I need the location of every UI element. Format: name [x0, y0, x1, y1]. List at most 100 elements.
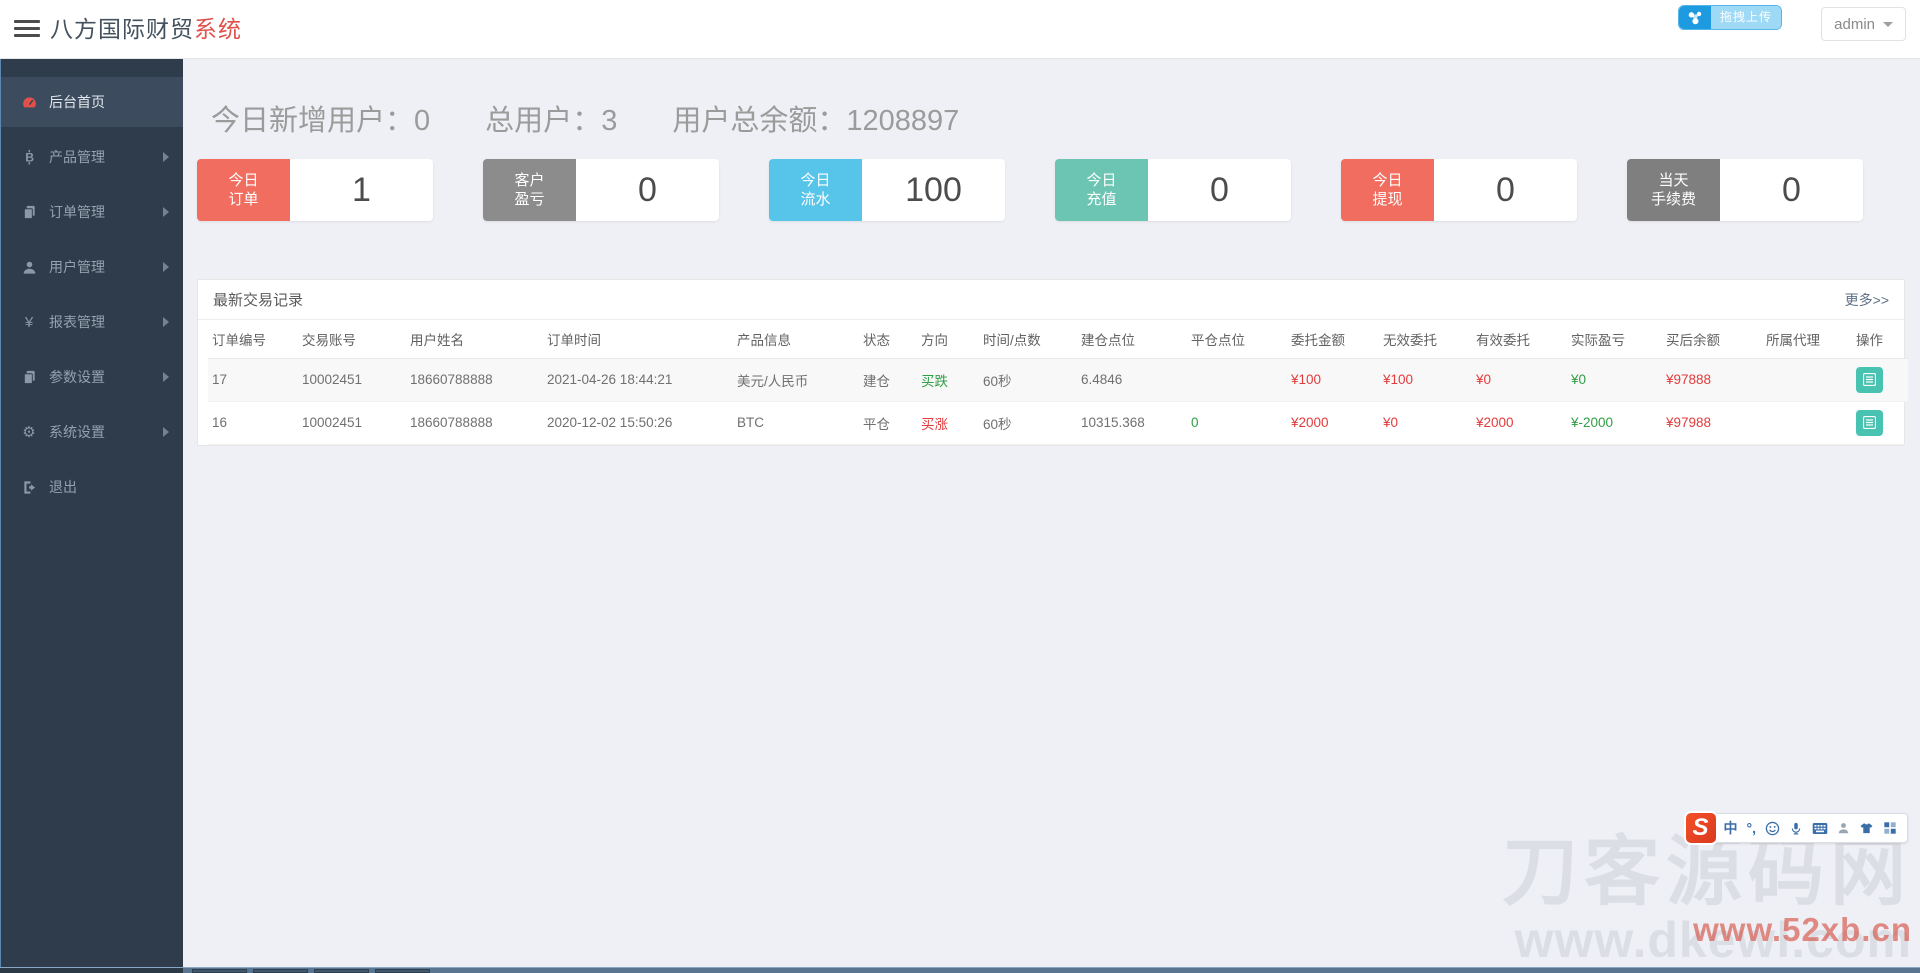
- sidebar-item-products[interactable]: B 产品管理: [1, 132, 183, 182]
- baidu-upload-badge[interactable]: 拖拽上传: [1677, 5, 1782, 30]
- cell-open-price: 10315.368: [1077, 401, 1187, 445]
- voice-input-icon[interactable]: [1789, 821, 1803, 836]
- baidu-badge-label: 拖拽上传: [1710, 6, 1781, 29]
- cell-time-points: 60秒: [979, 358, 1077, 402]
- taskbar-sidebar-shadow: [0, 968, 183, 973]
- chevron-right-icon: [163, 372, 169, 382]
- cell-entrust-amount: ¥100: [1287, 358, 1379, 402]
- col-entrust-amount: 委托金额: [1287, 320, 1379, 359]
- sidebar-item-label: 参数设置: [49, 369, 105, 385]
- card-value: 100: [905, 170, 962, 209]
- card-value: 0: [638, 170, 657, 209]
- taskbar-button[interactable]: [253, 969, 308, 973]
- hamburger-menu-icon[interactable]: [14, 20, 40, 39]
- sidebar-item-orders[interactable]: 订单管理: [1, 187, 183, 237]
- taskbar-button[interactable]: [314, 969, 369, 973]
- cell-invalid-entrust: ¥100: [1379, 358, 1472, 402]
- cell-balance-after: ¥97988: [1662, 401, 1762, 445]
- card-today-orders: 今日 订单 1: [197, 159, 433, 221]
- more-link[interactable]: 更多>>: [1844, 291, 1889, 308]
- col-username: 用户姓名: [406, 320, 543, 359]
- wardrobe-skin-icon[interactable]: [1859, 821, 1874, 835]
- params-icon: [19, 369, 39, 385]
- col-invalid-entrust: 无效委托: [1379, 320, 1472, 359]
- order-detail-button[interactable]: [1856, 366, 1883, 393]
- sidebar-item-users[interactable]: 用户管理: [1, 242, 183, 292]
- cell-actions: [1852, 401, 1908, 445]
- sidebar-item-reports[interactable]: ¥ 报表管理: [1, 297, 183, 347]
- main-content: 今日新增用户：0 总用户：3 用户总余额：1208897 今日 订单 1 客户 盈亏…: [183, 59, 1920, 973]
- col-close-price: 平仓点位: [1187, 320, 1287, 359]
- col-open-price: 建仓点位: [1077, 320, 1187, 359]
- card-label: 今日 充值: [1055, 159, 1148, 221]
- cell-order-time: 2021-04-26 18:44:21: [543, 358, 733, 402]
- cell-account: 10002451: [298, 401, 406, 445]
- ime-toolbar: S 中 °,: [1683, 811, 1908, 845]
- card-label: 当天 手续费: [1627, 159, 1720, 221]
- soft-keyboard-icon[interactable]: [1812, 822, 1828, 835]
- sidebar-item-label: 订单管理: [49, 204, 105, 220]
- chevron-right-icon: [163, 207, 169, 217]
- app-title-accent: 系统: [194, 16, 242, 42]
- sidebar-item-label: 系统设置: [49, 424, 105, 440]
- cell-direction: 买跌: [917, 358, 979, 402]
- chevron-right-icon: [163, 317, 169, 327]
- chinese-mode-icon[interactable]: 中: [1723, 820, 1738, 836]
- sidebar-item-parameters[interactable]: 参数设置: [1, 352, 183, 402]
- table-row: 17 10002451 18660788888 2021-04-26 18:44…: [208, 358, 1908, 402]
- sidebar-item-label: 退出: [49, 479, 77, 495]
- table-header-row: 订单编号 交易账号 用户姓名 订单时间 产品信息 状态 方向 时间/点数 建仓点…: [208, 320, 1908, 359]
- order-detail-button[interactable]: [1856, 409, 1883, 436]
- col-status: 状态: [859, 320, 917, 359]
- cell-actual-pnl: ¥-2000: [1567, 401, 1662, 445]
- sogou-logo-icon[interactable]: S: [1683, 811, 1718, 845]
- cell-status: 建仓: [859, 358, 917, 402]
- col-time-points: 时间/点数: [979, 320, 1077, 359]
- card-today-fees: 当天 手续费 0: [1627, 159, 1863, 221]
- top-bar: 八方国际财贸系统 拖拽上传 admin: [0, 0, 1920, 59]
- chevron-right-icon: [163, 262, 169, 272]
- stat-total-users: 总用户：3: [485, 105, 618, 137]
- cell-status: 平仓: [859, 401, 917, 445]
- panel-title: 最新交易记录: [213, 292, 304, 309]
- taskbar-button[interactable]: [192, 969, 247, 973]
- col-actions: 操作: [1852, 320, 1908, 359]
- cell-valid-entrust: ¥0: [1472, 358, 1567, 402]
- svg-text:B: B: [25, 151, 34, 165]
- baidu-netdisk-icon: [1678, 6, 1711, 29]
- col-agent: 所属代理: [1762, 320, 1852, 359]
- cell-order-time: 2020-12-02 15:50:26: [543, 401, 733, 445]
- cell-username: 18660788888: [406, 358, 543, 402]
- sidebar: 后台首页 B 产品管理 订单管理 用户管理 ¥ 报表管理: [0, 59, 183, 967]
- app-title-main: 八方国际财贸: [50, 16, 194, 42]
- bitcoin-icon: B: [19, 149, 39, 165]
- punctuation-mode-icon[interactable]: °,: [1746, 820, 1757, 836]
- yen-icon: ¥: [24, 313, 34, 331]
- taskbar-edge: [0, 967, 1920, 973]
- trades-table: 订单编号 交易账号 用户姓名 订单时间 产品信息 状态 方向 时间/点数 建仓点…: [208, 320, 1908, 445]
- taskbar-button[interactable]: [375, 969, 430, 973]
- orders-icon: [19, 204, 39, 220]
- app-title: 八方国际财贸系统: [50, 0, 242, 59]
- gears-icon: ⚙: [22, 424, 36, 441]
- dashboard-icon: [19, 94, 39, 111]
- user-menu-button[interactable]: admin: [1821, 7, 1906, 41]
- emoji-icon[interactable]: [1765, 821, 1780, 836]
- card-label: 客户 盈亏: [483, 159, 576, 221]
- skin-profile-icon[interactable]: [1837, 821, 1850, 835]
- card-customer-pnl: 客户 盈亏 0: [483, 159, 719, 221]
- sidebar-item-system-settings[interactable]: ⚙ 系统设置: [1, 407, 183, 457]
- card-value: 0: [1210, 170, 1229, 209]
- cell-valid-entrust: ¥2000: [1472, 401, 1567, 445]
- sidebar-item-label: 产品管理: [49, 149, 105, 165]
- toolbox-grid-icon[interactable]: [1883, 821, 1897, 835]
- col-direction: 方向: [917, 320, 979, 359]
- cell-actual-pnl: ¥0: [1567, 358, 1662, 402]
- card-value: 0: [1782, 170, 1801, 209]
- chevron-right-icon: [163, 427, 169, 437]
- chevron-right-icon: [163, 152, 169, 162]
- sidebar-item-logout[interactable]: 退出: [1, 462, 183, 512]
- card-label: 今日 订单: [197, 159, 290, 221]
- sidebar-item-home[interactable]: 后台首页: [1, 77, 183, 127]
- cell-username: 18660788888: [406, 401, 543, 445]
